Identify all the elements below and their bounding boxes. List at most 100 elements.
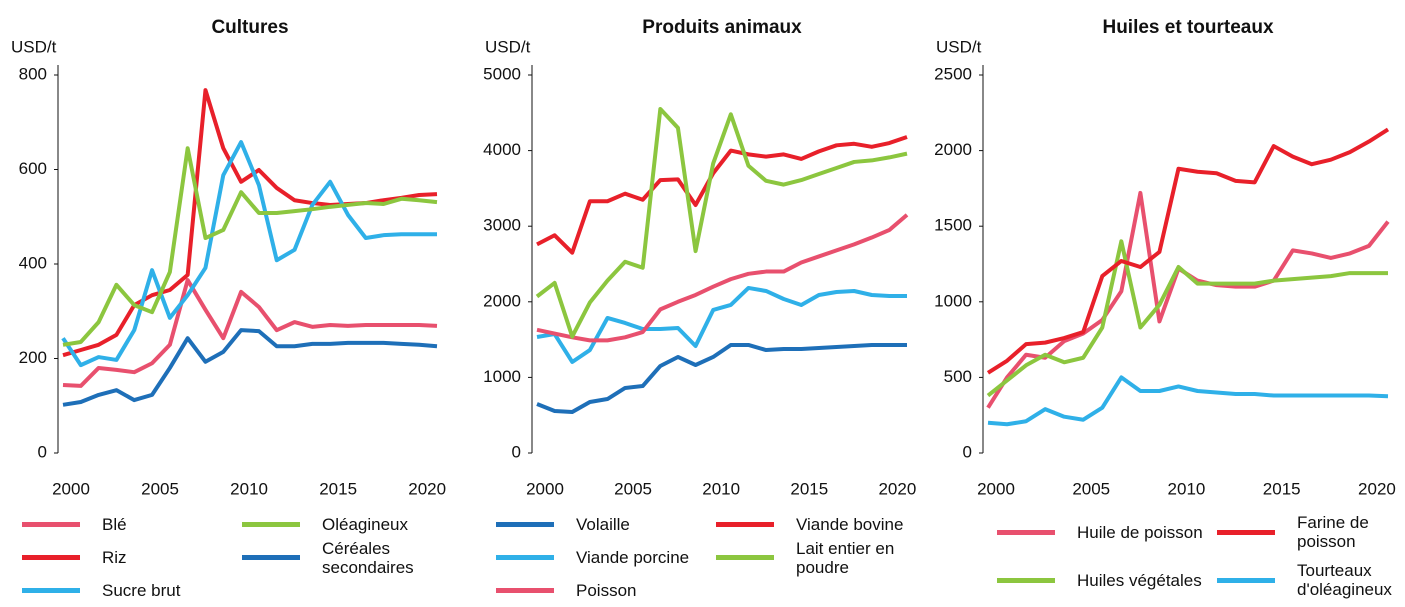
y-tick-label: 1000 (483, 367, 521, 386)
legend-swatch (1217, 577, 1275, 583)
legend-swatch (242, 555, 300, 560)
legend-label: Huiles végétales (1077, 570, 1202, 590)
legend: Huile de poisson Huiles végétales Farine d… (997, 508, 1405, 604)
legend-label: Lait entier en poudre (796, 538, 895, 577)
series-line (986, 239, 1388, 398)
x-tick-label: 2010 (230, 479, 268, 498)
legend-swatch (242, 522, 300, 527)
series-line (536, 135, 908, 255)
y-tick-label: 0 (512, 442, 521, 461)
legend-swatch (496, 555, 554, 560)
chart-title: Cultures (211, 17, 288, 38)
x-tick-label: 2000 (977, 479, 1015, 498)
legend-item: Céréales secondaires (242, 538, 452, 577)
x-tick-label: 2010 (1168, 479, 1206, 498)
series-line (987, 375, 1389, 427)
x-tick-label: 2020 (878, 479, 916, 498)
series-line (536, 342, 907, 415)
legend-label: Céréales secondaires (322, 538, 414, 577)
legend-item: Oléagineux (242, 508, 452, 541)
legend-label: Blé (102, 515, 127, 534)
x-tick-label: 2010 (702, 479, 740, 498)
x-tick-label: 2020 (1358, 479, 1396, 498)
chart-panel: Cultures USD/t 0 200 400 600 800 2000 2005 2010 20… (0, 0, 470, 607)
series-line (536, 213, 909, 343)
legend-label: Oléagineux (322, 515, 409, 534)
legend-label: Sucre brut (102, 581, 181, 600)
chart-title: Huiles et tourteaux (1102, 17, 1273, 38)
legend-swatch (22, 522, 80, 527)
legend: Volaille Viande porcine Poisson Viande bovi… (496, 508, 926, 607)
legend-item: Sucre brut (22, 574, 232, 607)
y-tick-label: 4000 (483, 140, 521, 159)
y-tick-label: 1500 (935, 216, 972, 235)
y-tick-label: 2000 (483, 291, 521, 310)
y-tick-label: 800 (19, 64, 47, 83)
chart-panel: Huiles et tourteaux USD/t 0 500 1000 1500 2000… (934, 0, 1405, 607)
y-tick-label: 200 (19, 348, 47, 367)
legend-swatch (496, 522, 554, 527)
legend: Blé Riz Sucre brut Oléagineux Céréales secon… (22, 508, 452, 607)
legend-label: Poisson (576, 581, 637, 600)
legend-swatch (22, 555, 80, 560)
series-line (62, 328, 438, 407)
legend-item: Poisson (496, 574, 706, 607)
y-tick-label: 2500 (935, 64, 972, 83)
legend-item: Lait entier en poudre (716, 538, 926, 577)
legend-swatch (1217, 529, 1275, 535)
chart: Produits animaux USD/t 0 1000 2000 3000 4000 50… (483, 17, 916, 498)
legend-item: Viande bovine (716, 508, 926, 541)
legend-swatch (716, 555, 774, 560)
x-tick-label: 2005 (614, 479, 652, 498)
legend-swatch (496, 588, 554, 593)
chart: Huiles et tourteaux USD/t 0 500 1000 1500 2000… (934, 17, 1396, 498)
legend-label: Riz (102, 548, 127, 567)
y-tick-label: 400 (19, 253, 47, 272)
y-tick-label: 5000 (483, 64, 521, 83)
legend-item: Farine de poisson (1217, 508, 1405, 556)
legend-item: Huile de poisson (997, 508, 1207, 556)
legend-label: Tourteaux d'oléagineux (1297, 561, 1392, 599)
legend-item: Huiles végétales (997, 556, 1207, 604)
series-line (62, 88, 438, 358)
legend-swatch (997, 577, 1055, 583)
x-tick-label: 2005 (1072, 479, 1110, 498)
legend-label: Huile de poisson (1077, 522, 1203, 542)
legend-swatch (22, 588, 80, 593)
series-line (61, 140, 437, 368)
series-line (536, 285, 907, 364)
y-tick-label: 1000 (935, 291, 972, 310)
x-tick-label: 2015 (319, 479, 357, 498)
chart: Cultures USD/t 0 200 400 600 800 2000 2005 2010 20… (11, 17, 446, 498)
y-tick-label: 500 (944, 367, 972, 386)
series-line (986, 127, 1390, 375)
x-tick-label: 2000 (52, 479, 90, 498)
y-tick-label: 2000 (935, 140, 972, 159)
legend-swatch (716, 522, 774, 527)
legend-label: Volaille (576, 515, 630, 534)
y-tick-label: 0 (38, 442, 47, 461)
chart-title: Produits animaux (642, 17, 802, 38)
x-tick-label: 2005 (141, 479, 179, 498)
x-tick-label: 2015 (790, 479, 828, 498)
y-tick-label: 600 (19, 159, 47, 178)
legend-item: Blé (22, 508, 232, 541)
legend-item: Volaille (496, 508, 706, 541)
legend-item: Riz (22, 541, 232, 574)
legend-item: Viande porcine (496, 541, 706, 574)
y-tick-label: 0 (963, 442, 972, 461)
y-axis-label: USD/t (11, 37, 57, 56)
chart-panel: Produits animaux USD/t 0 1000 2000 3000 4000 50… (478, 0, 935, 607)
series-line (62, 278, 438, 388)
y-axis-label: USD/t (936, 37, 982, 56)
legend-item: Tourteaux d'oléagineux (1217, 556, 1405, 604)
x-tick-label: 2020 (408, 479, 446, 498)
series-line (535, 107, 908, 339)
legend-label: Viande bovine (796, 515, 904, 534)
x-tick-label: 2000 (526, 479, 564, 498)
series-line (62, 146, 438, 347)
legend-label: Farine de poisson (1297, 513, 1369, 551)
y-axis-label: USD/t (485, 37, 531, 56)
series-line (986, 190, 1390, 409)
